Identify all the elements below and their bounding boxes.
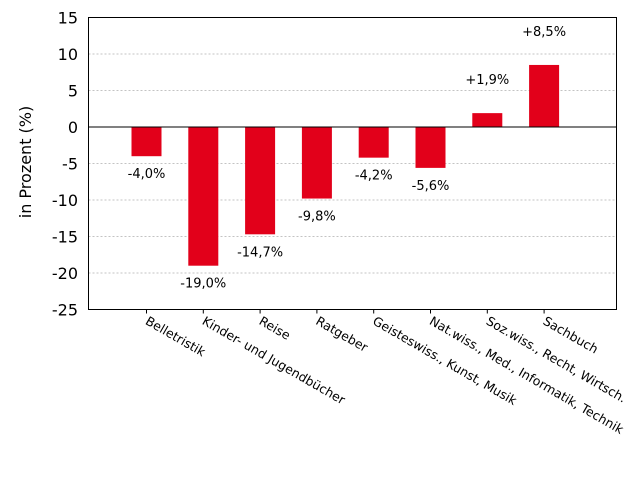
y-axis-label: in Prozent (%) — [16, 106, 35, 218]
x-tick-label: Reise — [257, 313, 294, 343]
data-label: -19,0% — [180, 277, 226, 292]
y-tick-label: -10 — [52, 191, 78, 210]
data-labels: -4,0% -19,0% -14,7% -9,8% -4,2% -5,6% +1,9% +8,… — [128, 25, 566, 292]
plot-frame — [88, 17, 617, 310]
bar — [358, 127, 389, 158]
y-tick-labels: 15 10 5 0 -5 -10 -15 -20 -25 — [52, 9, 78, 320]
data-label: +1,9% — [465, 73, 509, 88]
y-tick-label: -5 — [62, 155, 78, 174]
bar — [188, 127, 219, 266]
y-tick-label: -25 — [52, 301, 78, 320]
y-tick-label: -15 — [52, 228, 78, 247]
y-tick-label: 0 — [68, 118, 78, 137]
bar — [301, 127, 332, 199]
data-label: -14,7% — [237, 245, 283, 260]
data-label: +8,5% — [522, 25, 566, 40]
data-label: -4,0% — [128, 167, 166, 182]
x-tick-label: Ratgeber — [313, 313, 371, 355]
gridlines — [88, 53, 617, 274]
bars — [131, 64, 560, 266]
data-label: -4,2% — [355, 169, 393, 184]
y-tick-label: 15 — [58, 9, 78, 28]
y-tick-label: -20 — [52, 264, 78, 283]
bar — [415, 127, 446, 168]
y-tick-label: 5 — [68, 82, 78, 101]
data-label: -9,8% — [298, 210, 336, 225]
bar — [131, 127, 162, 157]
bar — [245, 127, 276, 235]
y-tick-label: 10 — [58, 45, 78, 64]
data-label: -5,6% — [412, 179, 450, 194]
x-tick-label: Belletristik — [143, 313, 209, 360]
bar — [529, 64, 560, 127]
bar — [472, 113, 503, 127]
